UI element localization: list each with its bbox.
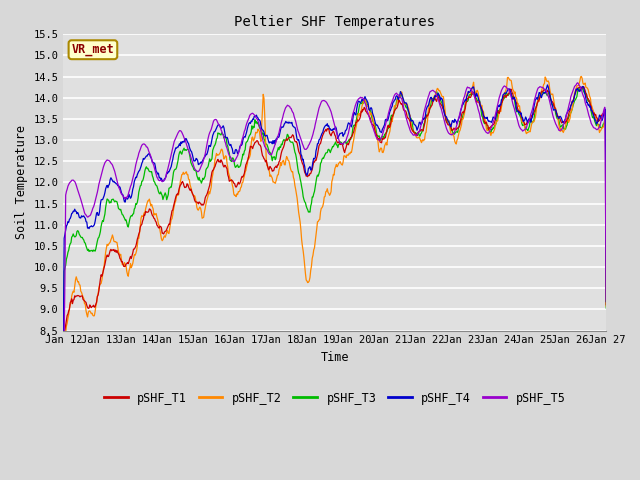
Legend: pSHF_T1, pSHF_T2, pSHF_T3, pSHF_T4, pSHF_T5: pSHF_T1, pSHF_T2, pSHF_T3, pSHF_T4, pSHF…	[99, 387, 570, 409]
Y-axis label: Soil Temperature: Soil Temperature	[15, 125, 28, 240]
Text: VR_met: VR_met	[72, 43, 115, 56]
X-axis label: Time: Time	[321, 351, 349, 364]
Title: Peltier SHF Temperatures: Peltier SHF Temperatures	[234, 15, 435, 29]
